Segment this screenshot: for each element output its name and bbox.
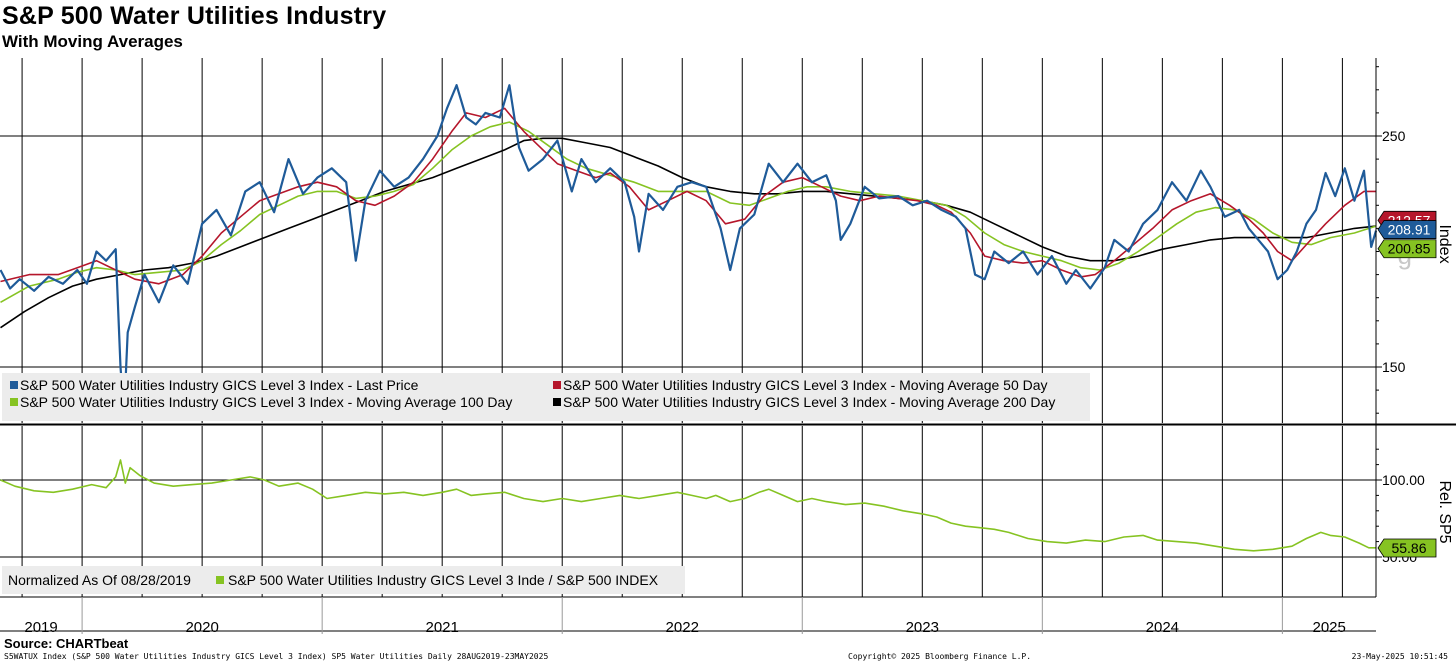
y-tick-label: 100.00 — [1382, 472, 1425, 488]
legend-label-ma100: S&P 500 Water Utilities Industry GICS Le… — [20, 394, 512, 410]
legend-label-ma200: S&P 500 Water Utilities Industry GICS Le… — [563, 394, 1055, 410]
chart-subtitle: With Moving Averages — [2, 32, 183, 51]
x-year-label: 2023 — [906, 619, 939, 636]
x-year-label: 2022 — [666, 619, 699, 636]
legend-swatch-ma200 — [553, 398, 561, 406]
series-line-ma200 — [0, 137, 1377, 329]
x-year-label: 2024 — [1146, 619, 1179, 636]
y-tick-label: 150 — [1382, 359, 1406, 375]
legend-label-ma50: S&P 500 Water Utilities Industry GICS Le… — [563, 377, 1048, 393]
tag-ma100-box — [1377, 239, 1437, 259]
copyright: Copyright© 2025 Bloomberg Finance L.P. — [848, 652, 1032, 661]
tag-relative-text: 55.86 — [1391, 540, 1426, 556]
tag-ma100-text: 200.85 — [1388, 241, 1431, 257]
tag-ma100: 200.85 — [1377, 239, 1437, 259]
x-year-label: 2020 — [185, 619, 218, 636]
series-line-ma100 — [0, 121, 1377, 303]
tag-last-price: 208.91 — [1377, 220, 1437, 239]
legend-swatch-ma100 — [10, 398, 18, 406]
x-year-label: 2025 — [1313, 619, 1346, 636]
top-legend: S&P 500 Water Utilities Industry GICS Le… — [2, 373, 1090, 421]
y-tick-label: 250 — [1382, 128, 1406, 144]
tag-relative: 55.86 — [1377, 538, 1437, 558]
tag-relative-box — [1377, 538, 1437, 558]
x-year-label: 2019 — [24, 619, 57, 636]
legend-normalized-note: Normalized As Of 08/28/2019 — [8, 572, 191, 588]
legend-label-last_price: S&P 500 Water Utilities Industry GICS Le… — [20, 377, 419, 393]
tag-last-price-text: 208.91 — [1388, 222, 1431, 238]
legend-swatch-ma50 — [553, 381, 561, 389]
top-panel-grid — [0, 58, 1376, 423]
legend-swatch-last_price — [10, 381, 18, 389]
source-note: Source: CHARTbeat — [4, 636, 129, 651]
axes: 15025050.00100.0020192020202120222023202… — [0, 58, 1456, 636]
y-axis-title: Rel. SP5 — [1436, 480, 1453, 543]
legend-box — [2, 373, 1090, 421]
legend-swatch-relative — [216, 576, 224, 584]
series-line-last_price — [0, 84, 1378, 415]
legend-label-relative: S&P 500 Water Utilities Industry GICS Le… — [228, 572, 659, 588]
x-year-label: 2021 — [425, 619, 458, 636]
bottom-legend: Normalized As Of 08/28/2019 S&P 500 Water… — [2, 566, 685, 594]
legend-box — [2, 566, 685, 594]
chart-title: S&P 500 Water Utilities Industry — [2, 2, 387, 30]
top-panel-series — [0, 84, 1378, 415]
bottom-panel-series — [0, 459, 1376, 552]
timestamp: 23-May-2025 10:51:45 — [1351, 652, 1448, 661]
tag-last-price-box — [1377, 220, 1437, 239]
series-line-relative — [0, 459, 1376, 552]
ticker-info: S5WATUX Index (S&P 500 Water Utilities I… — [4, 652, 549, 661]
y-axis-title: Index — [1436, 224, 1453, 263]
